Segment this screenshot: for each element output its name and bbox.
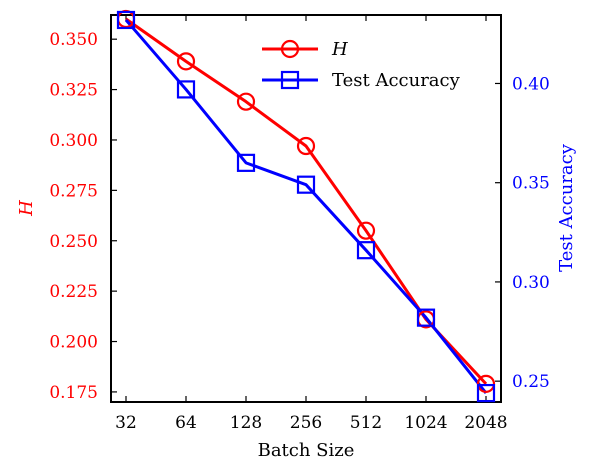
legend: H Test Accuracy	[262, 39, 461, 91]
series-line-accuracy	[124, 18, 488, 395]
y-tick-label-right: 0.25	[512, 372, 550, 392]
data-point-accuracy	[176, 80, 196, 99]
legend-swatch-acc-marker	[280, 70, 300, 90]
data-point-accuracy	[476, 383, 496, 403]
y-tick-label-right: 0.40	[512, 74, 550, 94]
y-tick-label-left: 0.350	[49, 30, 98, 50]
series-lines	[124, 17, 488, 395]
x-tick-label: 128	[230, 413, 262, 433]
data-point-accuracy	[236, 153, 256, 172]
legend-swatch-h-marker	[280, 39, 300, 59]
y-tick-label-left: 0.300	[49, 131, 98, 151]
axis-ticks: 32 64 128 256 512 1024 2048 0.175 0.200 0.225 0.25…	[49, 15, 550, 433]
x-tick-label: 64	[175, 413, 197, 433]
data-point-accuracy	[296, 175, 316, 194]
y-axis-label-right: Test Accuracy	[556, 143, 577, 272]
data-point-h	[476, 374, 496, 393]
x-tick-label: 32	[115, 413, 137, 433]
x-axis-label: Batch Size	[258, 440, 355, 461]
y-tick-label-left: 0.325	[49, 81, 98, 101]
series-markers	[116, 9, 496, 403]
y-tick-label-right: 0.35	[512, 174, 550, 194]
x-tick-label: 512	[350, 413, 382, 433]
data-point-accuracy	[116, 10, 136, 30]
x-tick-label: 256	[290, 413, 322, 433]
data-point-h	[176, 52, 196, 71]
x-tick-label: 2048	[464, 413, 507, 433]
y-tick-label-left: 0.200	[49, 333, 98, 353]
y-tick-label-left: 0.275	[49, 181, 98, 201]
y-tick-label-right: 0.30	[512, 273, 550, 293]
y-tick-label-left: 0.175	[49, 383, 98, 403]
y-tick-label-left: 0.225	[49, 282, 98, 302]
legend-label-h: H	[331, 39, 348, 60]
data-point-accuracy	[416, 308, 436, 327]
data-point-h	[356, 221, 376, 240]
y-tick-label-left: 0.250	[49, 232, 98, 252]
y-axis-label-left: H	[16, 200, 37, 217]
data-point-h	[236, 92, 256, 111]
data-point-h	[296, 136, 316, 156]
x-tick-label: 1024	[404, 413, 447, 433]
legend-label-accuracy: Test Accuracy	[332, 70, 461, 91]
data-point-accuracy	[356, 241, 376, 260]
